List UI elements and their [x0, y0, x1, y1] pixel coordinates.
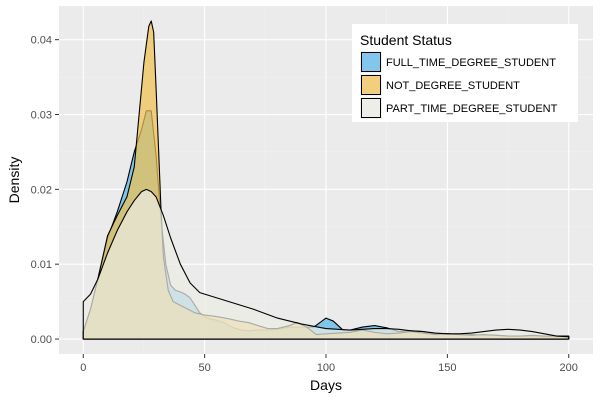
x-tick-label: 200 [560, 362, 578, 374]
y-axis: 0.00 0.01 0.02 0.03 0.04 [31, 35, 59, 346]
y-tick-label: 0.04 [31, 35, 52, 47]
x-tick-label: 50 [199, 362, 211, 374]
legend-swatch-not-degree-student [361, 75, 381, 95]
legend-label: NOT_DEGREE_STUDENT [386, 80, 520, 92]
legend-label: PART_TIME_DEGREE_STUDENT [386, 103, 558, 115]
x-tick-label: 100 [317, 362, 335, 374]
density-areas [82, 20, 570, 340]
legend-label: FULL_TIME_DEGREE_STUDENT [386, 57, 556, 69]
y-tick-label: 0.01 [31, 259, 52, 271]
x-tick-label: 0 [80, 362, 86, 374]
x-axis: 0 50 100 150 200 [80, 354, 578, 374]
legend-entries: FULL_TIME_DEGREE_STUDENT NOT_DEGREE_STUDE… [360, 51, 558, 119]
y-axis-title: Density [6, 157, 22, 204]
density-area-part-time-degree-student [82, 188, 570, 340]
legend-title: Student Status [360, 32, 452, 48]
legend: Student Status FULL_TIME_DEGREE_STUDENT N… [352, 24, 578, 122]
legend-swatch-part-time-degree-student [361, 98, 381, 118]
legend-swatch-full-time-degree-student [361, 52, 381, 72]
y-tick-label: 0.02 [31, 184, 52, 196]
y-tick-label: 0.00 [31, 334, 52, 346]
y-tick-label: 0.03 [31, 110, 52, 122]
x-axis-title: Days [310, 377, 342, 393]
x-tick-label: 150 [438, 362, 456, 374]
legend-box [352, 24, 578, 122]
